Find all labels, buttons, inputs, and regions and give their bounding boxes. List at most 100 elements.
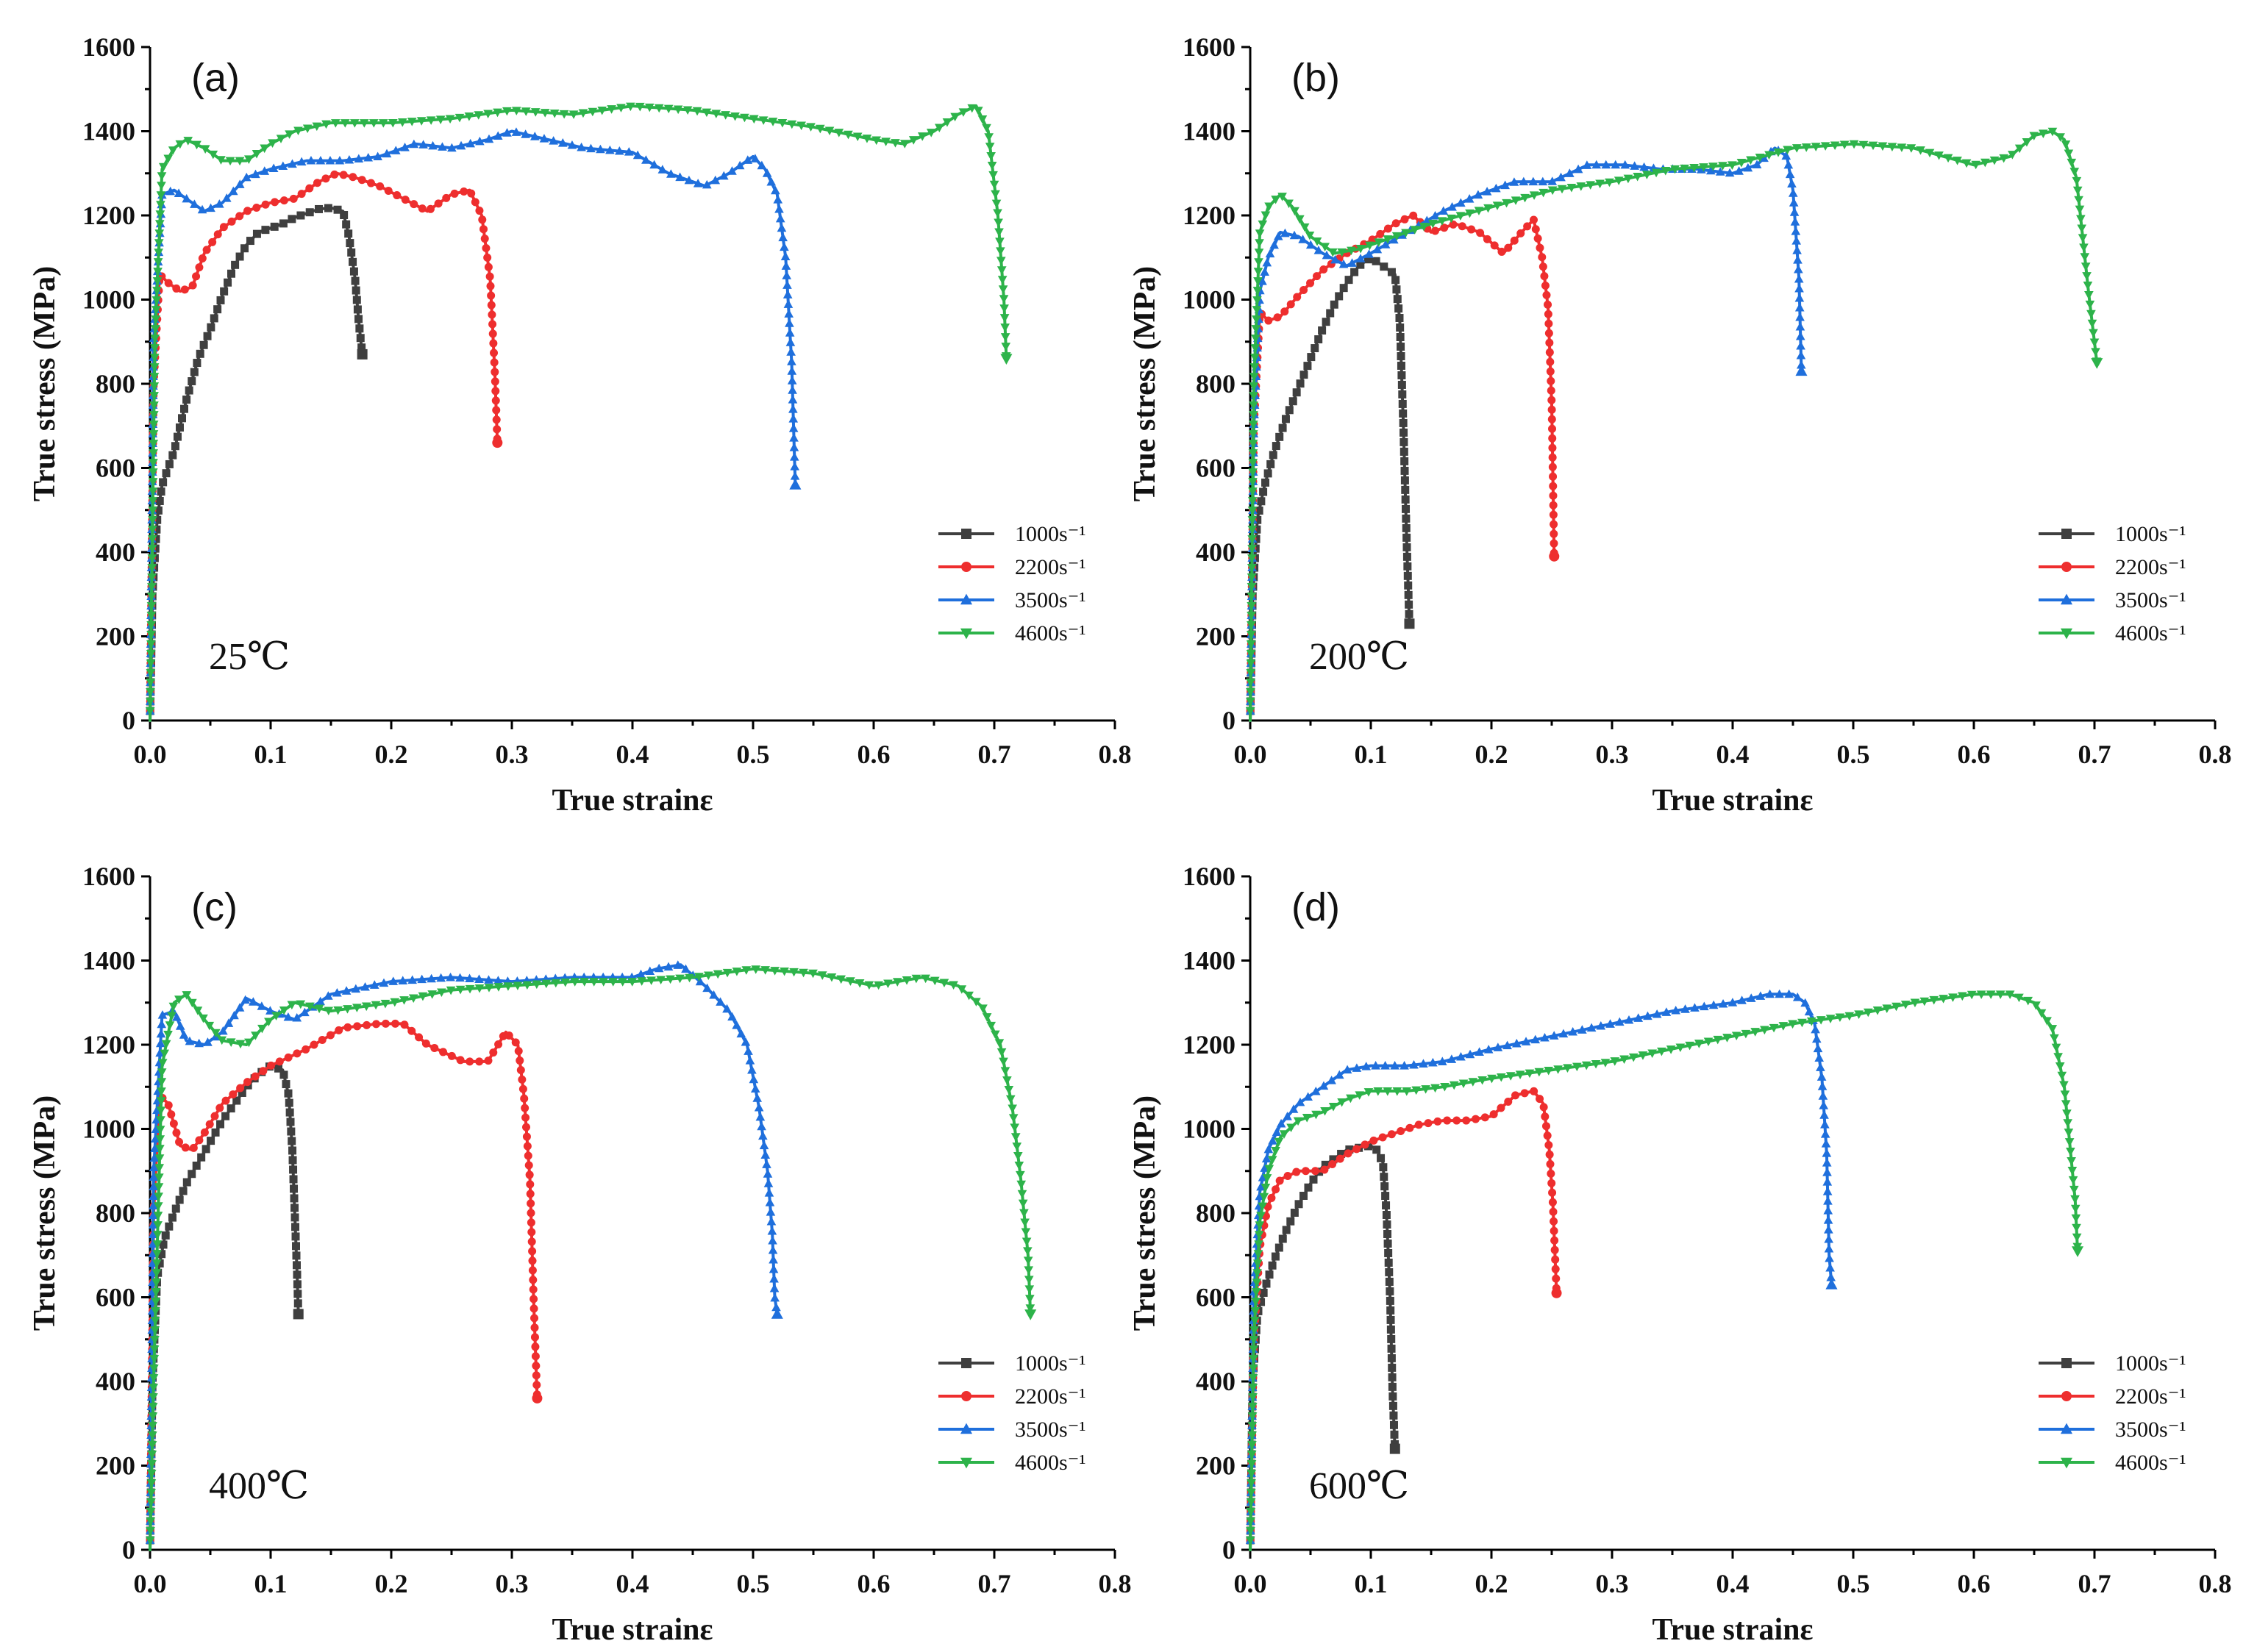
data-point — [460, 187, 468, 196]
data-point — [1546, 357, 1555, 366]
data-point — [1264, 316, 1273, 325]
data-point — [1419, 222, 1429, 232]
series-1 — [146, 1019, 543, 1551]
data-point — [1294, 1200, 1303, 1209]
data-point — [292, 1251, 301, 1260]
data-point — [229, 1010, 239, 1020]
data-point — [1342, 1065, 1352, 1074]
data-point — [1322, 250, 1332, 260]
data-point — [1788, 188, 1798, 197]
data-point — [1259, 487, 1268, 496]
data-point — [769, 1254, 778, 1264]
data-point — [1246, 688, 1255, 697]
y-tick-label: 400 — [1196, 1367, 1236, 1396]
data-point — [1551, 1287, 1562, 1298]
data-point — [475, 136, 485, 146]
data-point — [1318, 326, 1327, 335]
data-point — [994, 218, 1003, 228]
data-point — [455, 973, 465, 982]
data-point — [152, 277, 163, 286]
data-point — [2077, 224, 2087, 234]
legend-marker — [2060, 628, 2073, 640]
data-point — [171, 1204, 180, 1213]
data-point — [614, 146, 624, 155]
data-point — [1320, 1165, 1329, 1174]
data-point — [305, 184, 314, 193]
data-point — [2051, 1043, 2061, 1053]
data-point — [788, 423, 799, 432]
data-point — [1822, 1158, 1832, 1167]
data-point — [1363, 1088, 1374, 1097]
data-point — [271, 1012, 281, 1020]
data-point — [528, 1247, 537, 1256]
data-point — [973, 107, 983, 115]
data-point — [149, 1384, 159, 1392]
data-point — [958, 108, 969, 117]
data-point — [1255, 506, 1263, 515]
data-point — [493, 425, 502, 434]
series-line — [149, 104, 1008, 722]
data-point — [182, 396, 191, 404]
data-point — [1564, 168, 1575, 177]
data-point — [484, 134, 494, 143]
data-point — [527, 1209, 535, 1217]
data-point — [1791, 236, 1802, 245]
data-point — [1397, 371, 1406, 379]
data-point — [192, 272, 201, 281]
data-point — [148, 478, 158, 487]
data-point — [1025, 1304, 1035, 1313]
data-point — [1249, 1317, 1260, 1326]
data-point — [1573, 164, 1583, 174]
data-point — [465, 984, 475, 994]
data-point — [987, 161, 997, 171]
data-point — [525, 1170, 534, 1179]
data-point — [244, 155, 254, 164]
data-point — [376, 182, 385, 190]
data-point — [153, 1221, 163, 1230]
data-point — [1290, 1208, 1299, 1217]
data-point — [1713, 1035, 1723, 1045]
data-point — [456, 1056, 465, 1065]
data-point — [268, 139, 277, 148]
data-point — [1610, 1057, 1620, 1066]
data-point — [771, 1308, 783, 1319]
data-point — [1247, 573, 1257, 582]
data-point — [1746, 156, 1755, 165]
data-point — [977, 115, 988, 124]
data-point — [1530, 1034, 1541, 1044]
data-point — [1385, 1267, 1394, 1276]
data-point — [314, 204, 323, 213]
data-point — [578, 109, 588, 118]
data-point — [379, 978, 389, 987]
data-point — [352, 286, 360, 295]
data-point — [1386, 1315, 1395, 1324]
data-point — [654, 104, 664, 113]
data-point — [999, 314, 1010, 323]
data-point — [530, 1295, 538, 1304]
data-point — [1251, 325, 1261, 334]
data-point — [1247, 1431, 1258, 1440]
data-point — [2066, 1148, 2075, 1156]
data-point — [1284, 199, 1294, 209]
data-point — [1393, 295, 1402, 304]
data-point — [1934, 151, 1944, 160]
data-point — [1547, 376, 1555, 385]
data-point — [1253, 268, 1263, 276]
data-point — [766, 1217, 777, 1226]
data-point — [588, 107, 598, 117]
data-point — [862, 135, 872, 143]
data-point — [290, 1184, 299, 1193]
data-point — [155, 210, 165, 219]
data-point — [236, 1084, 245, 1093]
data-point — [1419, 1059, 1428, 1068]
data-point — [1399, 409, 1408, 418]
data-point — [157, 487, 165, 496]
data-point — [321, 120, 331, 129]
data-point — [343, 1005, 352, 1014]
data-point — [159, 1240, 168, 1249]
data-point — [1247, 1479, 1256, 1488]
data-point — [1024, 1309, 1037, 1320]
data-point — [1247, 583, 1257, 592]
data-point — [1671, 1005, 1681, 1015]
data-point — [363, 1020, 371, 1029]
